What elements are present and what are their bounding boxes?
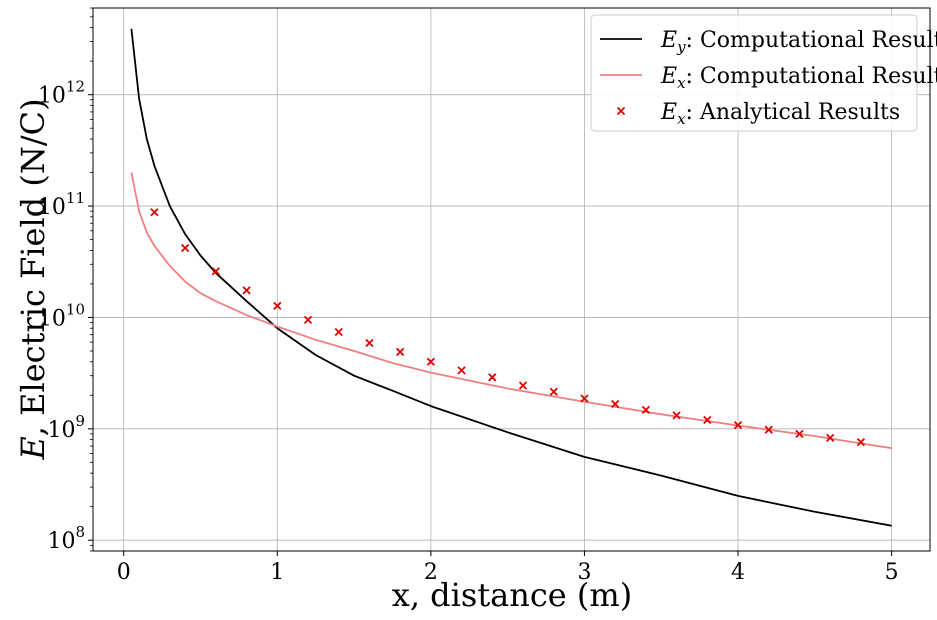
x-tick-label: 2 xyxy=(424,560,438,585)
scatter-point xyxy=(672,411,681,420)
scatter-point xyxy=(426,357,436,366)
scatter-point xyxy=(488,373,497,382)
x-tick-label: 4 xyxy=(731,560,745,585)
scatter-point xyxy=(181,243,190,253)
scatter-point xyxy=(703,415,712,425)
legend: Ey: Computational Result Ex: Computationa… xyxy=(590,14,937,132)
series-line-0 xyxy=(130,28,892,527)
scatter-point xyxy=(150,208,159,217)
x-tick-label: 3 xyxy=(577,560,591,585)
legend-entry: Ex: Computational Result xyxy=(600,64,937,92)
legend-label: Ex: Analytical Results xyxy=(660,100,900,128)
y-tick-label: 1010 xyxy=(38,300,85,331)
legend-label: Ex: Computational Result xyxy=(660,64,937,92)
y-tick-label: 109 xyxy=(47,412,85,443)
x-tick-label: 5 xyxy=(885,560,899,585)
scatter-point xyxy=(518,381,528,390)
y-axis-title: E, Electric Field (N/C) xyxy=(14,98,52,460)
legend-entry: Ey: Computational Result xyxy=(600,28,937,56)
legend-entry: Ex: Analytical Results xyxy=(616,100,900,128)
y-axis-title-symbol: E xyxy=(14,436,52,460)
scatter-point xyxy=(334,327,343,337)
scatter-point xyxy=(764,425,773,434)
scatter-point xyxy=(641,405,651,414)
x-axis-title: x, distance (m) xyxy=(392,576,632,614)
y-tick-label: 1011 xyxy=(38,189,85,220)
scatter-point xyxy=(611,399,620,409)
axis-ticks: 0 1 2 3 4 5 108 109 1010 1011 1012 xyxy=(38,7,899,585)
scatter-point xyxy=(365,338,374,348)
scatter-point xyxy=(457,366,466,375)
plot-frame xyxy=(92,7,931,552)
scatter-point xyxy=(242,286,251,295)
scatter-point xyxy=(273,301,282,311)
scatter-point xyxy=(303,315,313,325)
scatter-point xyxy=(795,429,804,439)
legend-box xyxy=(590,14,918,132)
plot-series xyxy=(130,28,892,527)
scatter-point xyxy=(549,387,558,396)
legend-marker-swatch xyxy=(616,106,626,116)
scatter-point xyxy=(211,267,220,276)
y-axis-title-text: , Electric Field (N/C) xyxy=(14,98,52,436)
legend-label: Ey: Computational Result xyxy=(660,28,937,56)
scatter-point xyxy=(733,420,743,430)
scatter-point xyxy=(856,437,866,447)
x-tick-label: 1 xyxy=(270,560,284,585)
x-tick-label: 0 xyxy=(117,560,131,585)
y-tick-label: 1012 xyxy=(38,78,85,109)
scatter-point xyxy=(396,347,405,357)
scatter-point xyxy=(580,394,589,403)
scatter-point xyxy=(826,433,835,442)
y-tick-label: 108 xyxy=(47,523,85,554)
